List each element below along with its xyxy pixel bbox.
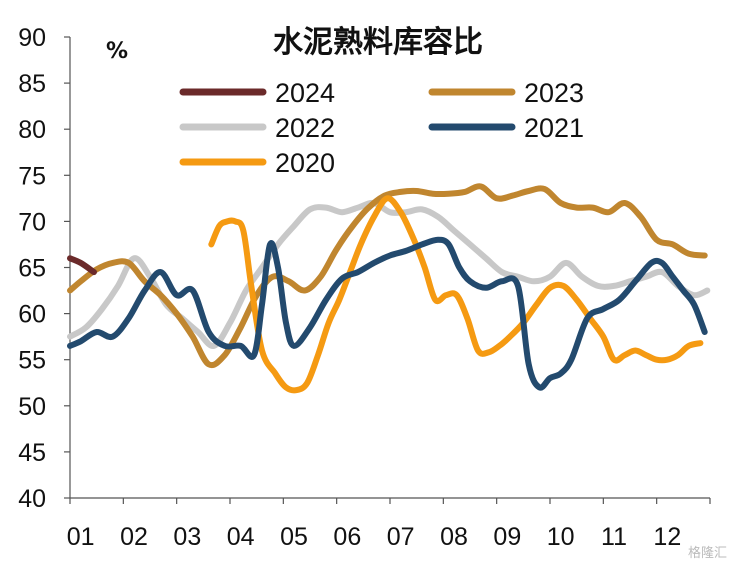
series-line-2020 (208, 195, 704, 394)
x-tick-label: 04 (227, 523, 255, 551)
series-line-2024 (67, 255, 97, 276)
legend-label-2024: 2024 (275, 78, 335, 108)
y-tick-label: 45 (18, 439, 46, 467)
series-line-2021 (67, 236, 708, 391)
x-tick-label: 10 (547, 523, 575, 551)
x-tick-label: 05 (280, 523, 308, 551)
chart-title: 水泥熟料库容比 (273, 25, 483, 60)
y-tick-label: 85 (18, 70, 46, 98)
legend: 2024 2023 2022 2021 2020 (179, 78, 584, 178)
x-tick-label: 08 (440, 523, 468, 551)
x-tick-label: 02 (120, 523, 148, 551)
y-tick-label: 60 (18, 301, 46, 329)
y-tick-label: 80 (18, 116, 46, 144)
x-tick-label: 03 (173, 523, 201, 551)
legend-label-2022: 2022 (275, 113, 335, 143)
x-tick-label: 12 (653, 523, 681, 551)
series-line-2023 (67, 183, 708, 369)
x-tick-label: 01 (67, 523, 95, 551)
y-tick-label: 90 (18, 24, 46, 52)
y-axis-ticks: 40 45 50 55 60 65 70 75 80 85 90 (18, 24, 70, 513)
y-tick-label: 75 (18, 162, 46, 190)
x-tick-label: 06 (333, 523, 361, 551)
y-tick-label: 65 (18, 255, 46, 283)
y-tick-label: 70 (18, 208, 46, 236)
x-tick-label: 09 (493, 523, 521, 551)
legend-label-2023: 2023 (524, 78, 584, 108)
x-tick-label: 07 (387, 523, 415, 551)
watermark-text: 格隆汇 (688, 545, 727, 561)
x-axis-ticks: 01 02 03 04 05 06 07 08 09 10 11 12 (67, 498, 711, 551)
unit-label: % (106, 39, 128, 64)
y-tick-label: 55 (18, 347, 46, 375)
y-tick-label: 50 (18, 393, 46, 421)
legend-label-2020: 2020 (275, 148, 335, 178)
x-tick-label: 11 (601, 523, 627, 551)
legend-label-2021: 2021 (524, 113, 584, 143)
y-tick-label: 40 (18, 485, 46, 513)
axes (69, 37, 710, 499)
series-lines (67, 183, 711, 394)
